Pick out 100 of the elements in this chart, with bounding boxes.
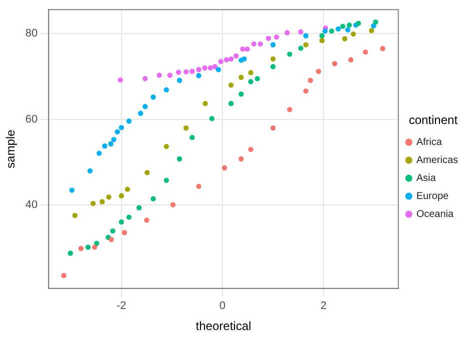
point bbox=[368, 28, 374, 34]
point bbox=[350, 31, 356, 37]
point bbox=[342, 36, 348, 42]
point bbox=[346, 22, 352, 28]
point bbox=[202, 100, 208, 106]
point bbox=[372, 19, 378, 25]
point bbox=[142, 104, 148, 110]
point bbox=[238, 156, 244, 162]
point bbox=[319, 38, 325, 44]
point bbox=[270, 125, 276, 131]
point bbox=[238, 74, 244, 80]
point bbox=[244, 46, 250, 52]
point bbox=[228, 100, 234, 106]
point bbox=[329, 28, 334, 34]
point bbox=[362, 49, 368, 55]
legend-label: Europe bbox=[416, 190, 450, 202]
point bbox=[108, 236, 114, 242]
point bbox=[183, 69, 189, 74]
point bbox=[164, 178, 169, 183]
x-tick-label: -2 bbox=[116, 300, 126, 312]
point bbox=[118, 193, 124, 198]
point bbox=[78, 246, 84, 252]
point bbox=[164, 87, 169, 92]
point bbox=[108, 141, 114, 146]
point bbox=[122, 230, 128, 236]
legend-label: Africa bbox=[416, 136, 442, 148]
point bbox=[85, 244, 91, 250]
point bbox=[319, 33, 325, 38]
x-axis-title: theoretical bbox=[196, 319, 252, 334]
point bbox=[284, 30, 290, 36]
legend-label: Americas bbox=[416, 154, 458, 166]
point bbox=[126, 214, 132, 220]
point bbox=[228, 56, 234, 62]
point bbox=[254, 76, 260, 82]
point bbox=[287, 106, 292, 112]
point bbox=[190, 134, 195, 140]
y-tick-label: 40 bbox=[25, 199, 38, 212]
point bbox=[242, 56, 247, 62]
point bbox=[303, 42, 308, 48]
point bbox=[322, 28, 328, 34]
y-tick-label: 60 bbox=[25, 113, 38, 126]
point bbox=[251, 41, 256, 47]
point bbox=[144, 170, 150, 176]
point bbox=[111, 136, 116, 142]
point bbox=[136, 205, 142, 210]
point bbox=[176, 70, 182, 75]
point bbox=[234, 53, 239, 59]
point bbox=[380, 46, 386, 52]
point bbox=[303, 88, 308, 94]
y-tick-label: 80 bbox=[25, 28, 38, 40]
x-tick-label: 0 bbox=[219, 300, 226, 312]
point bbox=[92, 244, 98, 250]
point bbox=[303, 33, 308, 38]
point bbox=[110, 228, 116, 234]
point bbox=[100, 199, 105, 204]
legend-label: Asia bbox=[416, 172, 436, 184]
point bbox=[72, 212, 78, 218]
point bbox=[222, 165, 228, 170]
point bbox=[345, 27, 350, 32]
point bbox=[150, 94, 156, 100]
point bbox=[176, 156, 182, 162]
point bbox=[248, 70, 254, 76]
point bbox=[212, 64, 218, 70]
point bbox=[138, 110, 144, 116]
point bbox=[258, 41, 263, 47]
point bbox=[176, 78, 182, 83]
point bbox=[348, 57, 354, 62]
point bbox=[96, 150, 102, 156]
point bbox=[274, 34, 280, 40]
legend-label: Oceania bbox=[416, 208, 454, 220]
point bbox=[209, 116, 214, 122]
point bbox=[336, 26, 341, 32]
point bbox=[118, 219, 124, 225]
point bbox=[228, 82, 234, 88]
point bbox=[61, 272, 66, 278]
point bbox=[90, 200, 96, 206]
point bbox=[183, 125, 189, 131]
point bbox=[218, 58, 224, 64]
point bbox=[270, 64, 276, 70]
point bbox=[270, 42, 276, 48]
point bbox=[87, 168, 93, 174]
point bbox=[332, 61, 338, 66]
point bbox=[150, 196, 156, 202]
point bbox=[208, 65, 213, 71]
point bbox=[142, 76, 148, 82]
point bbox=[164, 144, 169, 150]
point bbox=[118, 124, 124, 130]
point bbox=[170, 202, 176, 208]
point bbox=[114, 129, 120, 134]
point bbox=[106, 194, 112, 200]
point bbox=[190, 68, 195, 74]
point bbox=[69, 188, 74, 193]
x-tick-label: 2 bbox=[320, 300, 327, 312]
point bbox=[287, 52, 292, 57]
point bbox=[270, 56, 276, 62]
point bbox=[308, 78, 313, 83]
point bbox=[167, 72, 173, 78]
point bbox=[196, 73, 202, 78]
point bbox=[240, 46, 246, 52]
point bbox=[298, 29, 304, 35]
